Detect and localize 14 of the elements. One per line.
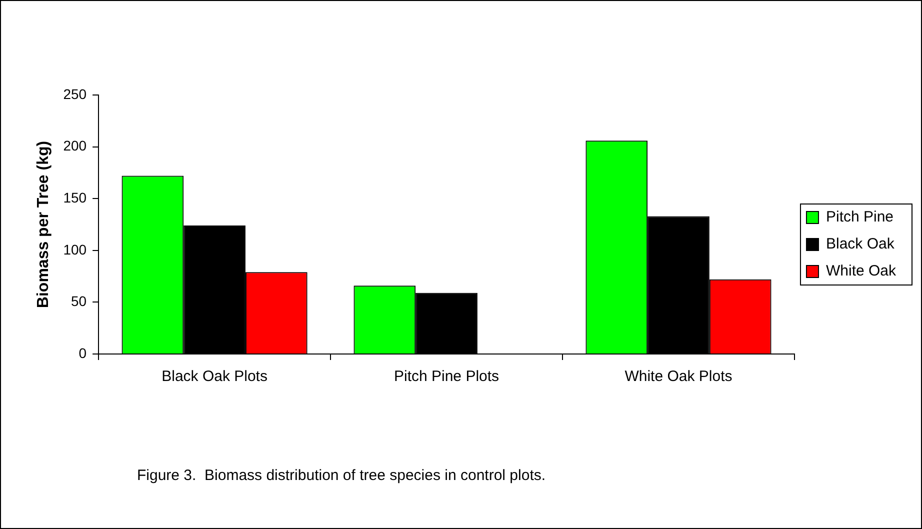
x-tick-label: White Oak Plots: [624, 368, 732, 386]
y-tick-label: 100: [63, 241, 87, 258]
y-tick-label: 0: [78, 344, 87, 361]
legend-label: Black Oak: [826, 236, 895, 253]
y-tick-label: 250: [63, 86, 87, 102]
y-tick-label: 150: [63, 189, 87, 206]
caption: Figure 3. Biomass distribution of tree species in control plots.: [137, 467, 546, 484]
x-tick-label: Pitch Pine Plots: [394, 368, 500, 386]
legend-label: Pitch Pine: [826, 208, 894, 226]
x-tick-label: Black Oak Plots: [162, 368, 268, 386]
y-axis-title: Biomass per Tree (kg): [35, 140, 52, 308]
y-tick-label: 200: [63, 138, 87, 154]
legend-label: White Oak: [826, 262, 896, 280]
y-tick-label: 50: [70, 293, 87, 310]
